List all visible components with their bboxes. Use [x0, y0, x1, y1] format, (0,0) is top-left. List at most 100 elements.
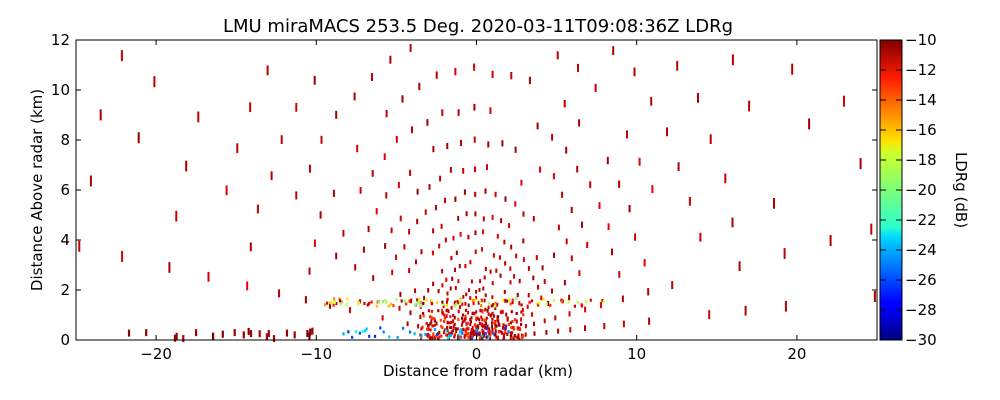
data-point — [460, 316, 464, 320]
data-point — [465, 332, 468, 336]
data-point — [457, 279, 460, 284]
data-point — [570, 206, 573, 214]
data-point — [473, 63, 476, 71]
data-point — [354, 330, 357, 334]
data-point — [309, 328, 312, 336]
data-point — [484, 188, 487, 194]
data-point — [432, 332, 435, 336]
data-point — [445, 314, 448, 318]
data-point — [485, 327, 488, 331]
data-point — [402, 326, 405, 330]
data-point — [573, 304, 576, 308]
data-point — [461, 302, 464, 307]
data-point — [476, 324, 479, 328]
data-point — [650, 96, 653, 106]
data-point — [731, 217, 734, 228]
data-point — [420, 334, 423, 338]
data-point — [195, 329, 198, 337]
data-point — [473, 103, 476, 111]
data-point — [449, 167, 452, 173]
data-point — [504, 326, 507, 330]
data-point — [478, 322, 481, 326]
colorbar-tick-label: −28 — [905, 301, 937, 319]
data-point — [651, 185, 654, 194]
data-point — [487, 312, 490, 316]
data-point — [425, 321, 428, 325]
data-point — [533, 331, 536, 336]
data-point — [329, 302, 331, 309]
data-point — [433, 317, 436, 321]
data-point — [557, 328, 560, 334]
data-point — [511, 320, 514, 323]
data-point — [491, 325, 493, 329]
data-point — [464, 308, 468, 312]
data-point — [607, 223, 610, 231]
data-point — [266, 65, 269, 76]
data-point — [332, 303, 335, 307]
colorbar-tick-label: −26 — [905, 271, 937, 289]
data-point — [357, 301, 360, 305]
data-point — [420, 304, 423, 308]
data-point — [308, 332, 311, 340]
data-point — [381, 315, 384, 321]
data-point — [409, 44, 412, 52]
data-point — [437, 332, 440, 336]
data-point — [452, 235, 455, 241]
data-point — [634, 233, 637, 241]
data-point — [453, 333, 456, 337]
data-point — [520, 323, 523, 326]
data-point — [338, 297, 341, 301]
data-point — [532, 216, 535, 222]
data-point — [455, 329, 458, 334]
data-point — [446, 329, 449, 333]
data-point — [491, 295, 494, 300]
data-point — [502, 336, 505, 340]
data-point — [506, 316, 509, 320]
y-tick-label: 2 — [60, 281, 70, 299]
data-point — [382, 330, 385, 334]
data-point — [462, 295, 465, 299]
data-point — [447, 309, 450, 314]
data-point — [508, 223, 511, 229]
data-point — [400, 299, 403, 303]
data-point — [522, 211, 525, 217]
data-point — [552, 299, 556, 302]
data-point — [475, 289, 478, 294]
data-point — [520, 179, 523, 186]
data-point — [503, 289, 506, 294]
data-point — [395, 254, 398, 261]
y-tick-label: 4 — [60, 231, 70, 249]
data-point — [487, 305, 490, 310]
data-point — [621, 295, 624, 303]
data-point — [435, 321, 438, 326]
data-point — [611, 248, 613, 256]
data-point — [489, 107, 492, 114]
data-point — [173, 334, 177, 342]
data-point — [477, 301, 480, 305]
data-point — [482, 286, 485, 291]
data-point — [699, 232, 702, 242]
data-point — [464, 314, 467, 318]
data-point — [433, 319, 436, 323]
data-point — [319, 211, 322, 219]
data-point — [569, 327, 572, 333]
data-point — [532, 275, 535, 281]
data-point — [470, 279, 473, 284]
data-point — [478, 337, 482, 340]
plot-frame — [75, 39, 878, 341]
data-point — [873, 291, 876, 302]
data-point — [570, 255, 573, 262]
data-point — [513, 327, 516, 331]
data-point — [474, 298, 477, 302]
data-point — [409, 330, 412, 334]
data-point — [440, 334, 443, 338]
data-point — [518, 301, 521, 306]
data-point — [509, 280, 512, 285]
data-point — [358, 331, 361, 335]
data-point — [304, 296, 307, 304]
data-point — [347, 330, 350, 334]
data-point — [589, 181, 592, 189]
data-point — [225, 185, 228, 196]
data-point — [488, 301, 491, 305]
data-point — [457, 109, 460, 116]
